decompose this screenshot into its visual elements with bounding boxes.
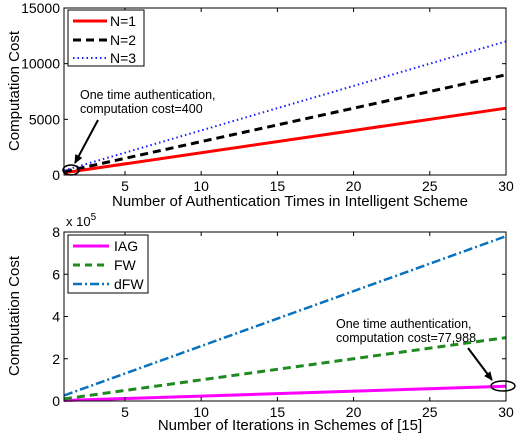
x-tick-label: 25	[422, 178, 438, 194]
y-tick-label: 10000	[21, 56, 60, 72]
annotation-line-2: computation cost=400	[80, 102, 203, 116]
legend: N=1 N=2 N=3	[67, 9, 145, 67]
x-tick-label: 5	[121, 178, 129, 194]
chart-iterations: 5 10 15 20 25 30 0 2 4 6 8 x 105 Number of Iterati…	[6, 212, 516, 434]
series-line-n3	[63, 40, 507, 172]
tick-layer: 5 10 15 20 25 30 0 2 4 6 8	[52, 224, 514, 420]
x-tick-label: 30	[498, 178, 514, 194]
x-tick-label: 5	[121, 404, 129, 420]
x-tick-label: 15	[270, 404, 286, 420]
legend-box	[67, 9, 145, 67]
y-axis-label: Computation Cost	[6, 255, 23, 376]
legend-label-n2: N=2	[110, 32, 136, 48]
x-tick-label: 20	[346, 404, 362, 420]
x-tick-label: 10	[193, 178, 209, 194]
legend: IAG FW dFW	[67, 234, 149, 294]
x-tick-label: 30	[498, 404, 514, 420]
legend-label-n3: N=3	[110, 50, 136, 66]
annotation-line-1: One time authentication,	[80, 88, 216, 102]
y-tick-label: 0	[52, 167, 60, 183]
series-layer	[63, 235, 507, 402]
legend-label-iag: IAG	[114, 238, 138, 254]
series-line-iag	[63, 384, 507, 402]
tick-layer: 5 10 15 20 25 30 0 5000 10000 15000	[21, 0, 514, 194]
y-tick-label: 0	[52, 393, 60, 409]
annotation-ellipse	[62, 164, 80, 176]
legend-label-n1: N=1	[110, 13, 136, 29]
annotation-line-2: computation cost=77,988	[336, 331, 476, 345]
y-tick-label: 8	[52, 224, 60, 240]
chart-authentication: 5 10 15 20 25 30 0 5000 10000 15000 Number of Aut…	[6, 0, 514, 210]
annotation-ellipse	[490, 380, 516, 392]
y-tick-label: 15000	[21, 0, 60, 16]
legend-label-dfw: dFW	[114, 276, 144, 292]
series-line-n2	[63, 73, 507, 174]
y-tick-label: 2	[52, 351, 60, 367]
x-axis-label: Number of Authentication Times in Intell…	[112, 193, 468, 210]
series-line-n1	[63, 106, 507, 175]
y-tick-label: 6	[52, 266, 60, 282]
x-tick-label: 15	[270, 178, 286, 194]
legend-label-fw: FW	[114, 257, 137, 273]
annotation-line-1: One time authentication,	[336, 317, 472, 331]
plot-frame	[63, 7, 507, 176]
y-axis-label: Computation Cost	[6, 30, 23, 151]
x-tick-label: 10	[193, 404, 209, 420]
series-layer	[63, 40, 507, 175]
annotation: One time authentication, computation cos…	[62, 88, 216, 176]
x-tick-label: 20	[346, 178, 362, 194]
x-tick-label: 25	[422, 404, 438, 420]
series-line-fw	[63, 336, 507, 401]
annotation-arrow	[467, 347, 493, 381]
annotation-arrow	[74, 119, 99, 164]
y-tick-label: 5000	[29, 111, 60, 127]
y-scale-label: x 105	[66, 212, 97, 229]
y-tick-label: 4	[52, 309, 60, 325]
series-line-dfw	[63, 235, 507, 397]
x-axis-label: Number of Iterations in Schemes of [15]	[158, 417, 422, 434]
annotation: One time authentication, computation cos…	[336, 317, 516, 392]
